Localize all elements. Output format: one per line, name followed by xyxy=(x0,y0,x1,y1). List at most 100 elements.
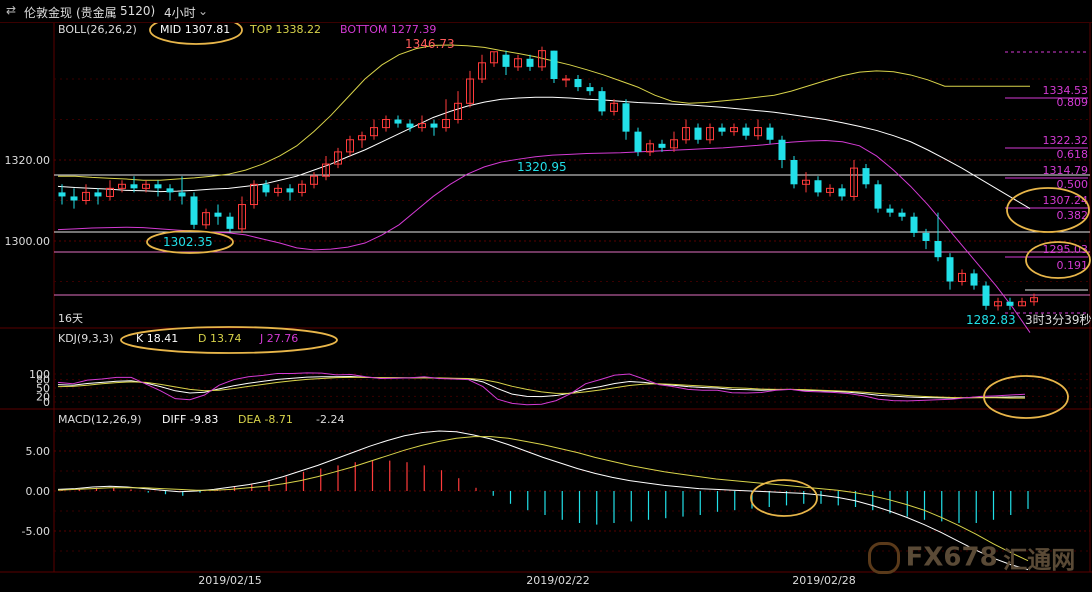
boll-top-label: TOP 1338.22 xyxy=(249,23,321,36)
candle-body xyxy=(454,102,462,121)
boll-bands xyxy=(57,44,1031,333)
candle-body xyxy=(94,192,102,197)
candle-body xyxy=(610,102,618,112)
highlight-macd-cross xyxy=(750,479,818,517)
boll-bottom-line xyxy=(57,140,1031,333)
candle-body xyxy=(1018,301,1026,307)
candle-body xyxy=(370,127,378,137)
macd-grid xyxy=(54,430,1090,552)
candle-body xyxy=(514,58,522,68)
candle-body xyxy=(874,184,882,209)
left-low-annotation: 1302.35 xyxy=(163,235,213,249)
candle-body xyxy=(82,191,90,201)
highlight-kdj xyxy=(120,326,338,354)
macd-axis-label: 5.00 xyxy=(26,445,51,458)
candle-body xyxy=(238,204,246,230)
fib-ratio-label: 0.500 xyxy=(1057,178,1089,191)
kdj-axis-label: 0 xyxy=(43,396,50,409)
macd-value-label: -2.24 xyxy=(316,413,344,426)
instrument-title[interactable]: 伦敦金现 xyxy=(24,6,73,20)
candle-body xyxy=(586,87,594,92)
candle-body xyxy=(694,127,702,140)
macd-axis-label: 0.00 xyxy=(26,485,51,498)
candle-body xyxy=(562,78,570,81)
watermark-logo-icon xyxy=(868,541,900,574)
candle-body xyxy=(814,180,822,193)
candle-body xyxy=(202,212,210,226)
x-axis-date-label: 2019/02/22 xyxy=(526,574,589,587)
candle-body xyxy=(970,273,978,286)
candle-body xyxy=(154,184,162,189)
candle-body xyxy=(886,208,894,213)
fib-ratio-label: 0.618 xyxy=(1057,148,1089,161)
period-selector[interactable]: 4小时 xyxy=(164,6,196,20)
kdj-d-line xyxy=(57,376,1026,399)
candle-body xyxy=(730,127,738,133)
fib-ratio-label: 0.809 xyxy=(1057,96,1089,109)
candle-body xyxy=(658,143,666,148)
boll-bottom-label: BOTTOM 1277.39 xyxy=(340,23,436,36)
candle-body xyxy=(1030,297,1038,303)
candle-body xyxy=(850,167,858,197)
candle-body xyxy=(190,196,198,225)
candlesticks xyxy=(58,46,1038,311)
candle-body xyxy=(550,50,558,79)
candle-body xyxy=(634,131,642,152)
highlight-fib-0191 xyxy=(1025,241,1091,279)
watermark-cn: 汇通网 xyxy=(1003,546,1076,574)
countdown-timer: 3时3分39秒 xyxy=(1025,313,1092,327)
candle-body xyxy=(430,123,438,128)
candle-body xyxy=(118,183,126,189)
candle-body xyxy=(286,188,294,193)
fibonacci-levels: 1334.530.809 1322.320.618 1314.790.500 1307… xyxy=(1005,51,1089,314)
chevron-down-icon[interactable]: ⌄ xyxy=(198,4,209,18)
candle-body xyxy=(718,127,726,132)
candle-body xyxy=(946,257,954,282)
kdj-k-line xyxy=(57,376,1026,399)
candle-body xyxy=(706,127,714,141)
candle-body xyxy=(346,139,354,153)
macd-diff-line xyxy=(57,430,1029,571)
price-grid xyxy=(54,78,1090,282)
kdj-axis-label: 100 xyxy=(29,368,50,381)
macd-diff-label: DIFF -9.83 xyxy=(162,413,218,426)
candle-body xyxy=(754,127,762,137)
candle-body xyxy=(310,175,318,185)
candle-body xyxy=(598,91,606,112)
highlight-kdj-tail xyxy=(983,375,1069,419)
x-axis-date-label: 2019/02/28 xyxy=(792,574,855,587)
kdj-lines xyxy=(57,372,1026,406)
candle-body xyxy=(466,78,474,104)
watermark: FX678 汇通网 xyxy=(868,540,1075,575)
price-axis-label: 1320.00 xyxy=(5,154,51,167)
boll-label: BOLL(26,26,2) xyxy=(58,23,137,36)
fib-price-label: 1334.53 xyxy=(1043,84,1089,97)
candle-body xyxy=(502,54,510,67)
candle-body xyxy=(70,196,78,201)
candle-body xyxy=(826,187,834,193)
watermark-brand: FX678 xyxy=(905,542,998,573)
candle-body xyxy=(922,232,930,241)
candle-body xyxy=(58,192,66,197)
candle-body xyxy=(142,183,150,189)
instrument-code: 5120) xyxy=(120,4,156,18)
fib-price-label: 1295.03 xyxy=(1043,243,1089,256)
fib-ratio-label: 0.382 xyxy=(1057,209,1089,222)
swap-icon[interactable]: ⇄ xyxy=(6,3,17,17)
candle-body xyxy=(802,179,810,185)
high-annotation: 1346.73 xyxy=(405,37,455,51)
candle-body xyxy=(538,50,546,68)
highlight-circles xyxy=(120,15,1091,517)
candle-body xyxy=(982,285,990,306)
candle-body xyxy=(274,187,282,193)
candle-body xyxy=(262,184,270,193)
kdj-k-label: K 18.41 xyxy=(136,332,178,345)
x-axis-date-label: 2019/02/15 xyxy=(198,574,261,587)
candle-body xyxy=(646,143,654,153)
candle-body xyxy=(898,212,906,217)
candle-body xyxy=(742,127,750,136)
kdj-j-line xyxy=(57,372,1026,406)
kdj-grid xyxy=(54,373,1090,403)
